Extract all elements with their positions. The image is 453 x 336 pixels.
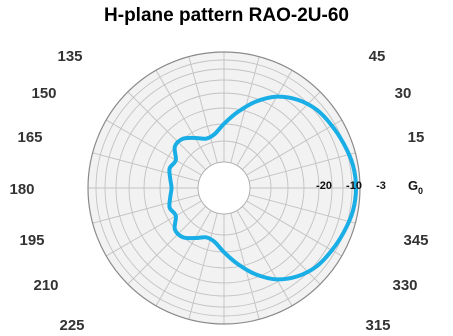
grid-spoke <box>248 194 356 224</box>
grid-spoke <box>248 152 356 182</box>
grid-spoke <box>92 152 200 182</box>
label-layer: 15 30 45 135 150 165 180 195 210 225 315 330 345 -20 -… <box>9 48 428 334</box>
angle-label-345: 345 <box>403 232 428 249</box>
grid-spoke <box>92 194 200 224</box>
angle-label-180: 180 <box>9 181 34 198</box>
outer-ring <box>87 51 361 325</box>
reference-label: G <box>408 178 418 193</box>
angle-label-330: 330 <box>392 277 417 294</box>
angle-label-225: 225 <box>59 317 84 334</box>
grid-spoke <box>230 212 260 320</box>
grid-spoke <box>188 212 218 320</box>
grid-spoke <box>236 69 293 166</box>
radial-label: -10 <box>346 180 362 192</box>
center-hole <box>197 161 251 215</box>
angle-label-45: 45 <box>369 48 386 65</box>
grid-spoke <box>246 200 343 257</box>
radial-label: -3 <box>376 180 386 192</box>
angle-label-15: 15 <box>408 129 425 146</box>
grid-spoke <box>127 206 206 285</box>
angle-label-165: 165 <box>17 129 42 146</box>
angle-label-150: 150 <box>31 85 56 102</box>
grid-spoke <box>230 56 260 164</box>
angle-label-315: 315 <box>365 317 390 334</box>
grid-spoke <box>246 119 343 176</box>
angle-label-195: 195 <box>19 232 44 249</box>
angle-label-135: 135 <box>57 48 82 65</box>
grid-spoke <box>127 91 206 170</box>
grid-spoke <box>155 69 212 166</box>
grid-spoke <box>236 210 293 307</box>
chart-title: H-plane pattern RAO-2U-60 <box>104 5 349 26</box>
grid-spoke <box>188 56 218 164</box>
reference-label-subscript: 0 <box>418 186 423 196</box>
pattern-series-line <box>167 94 358 282</box>
angle-label-210: 210 <box>33 277 58 294</box>
grid-spoke <box>105 119 202 176</box>
grid-spoke <box>105 200 202 257</box>
grid-spoke <box>155 210 212 307</box>
angle-label-30: 30 <box>395 85 412 102</box>
radial-label: -20 <box>316 180 332 192</box>
pattern-layer <box>167 94 358 282</box>
